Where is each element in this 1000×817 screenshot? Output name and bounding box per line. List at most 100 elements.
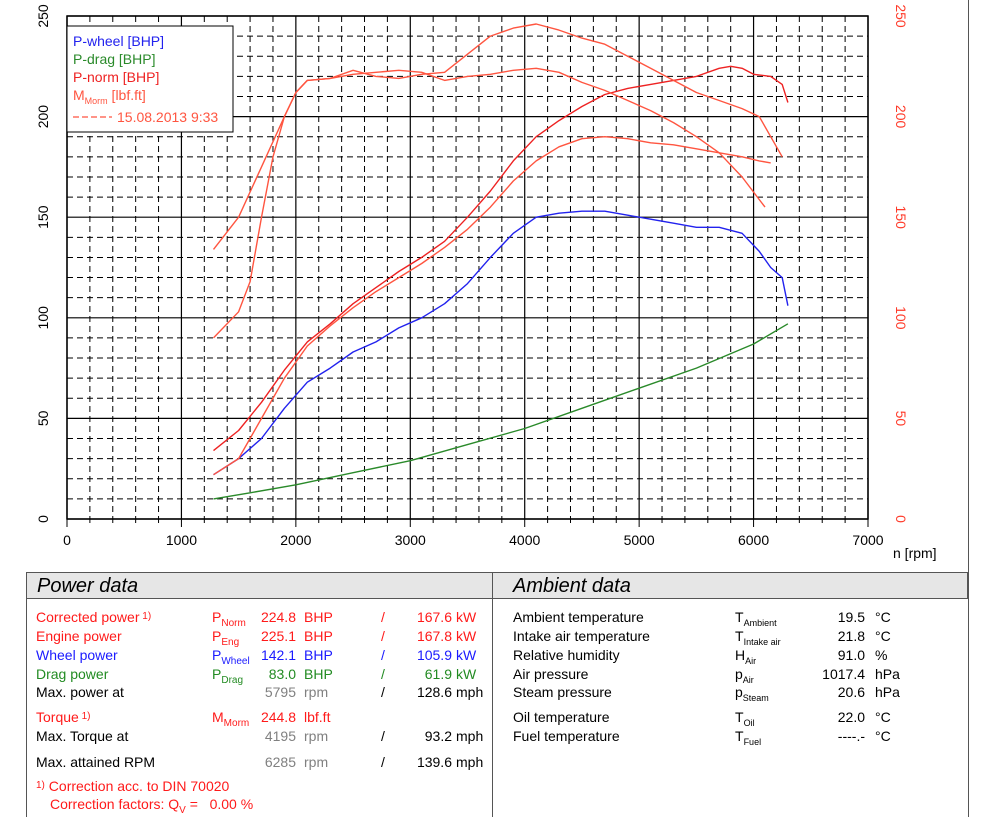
ambient-row-value: 1017.4: [822, 666, 865, 682]
power-row-value-2: 61.9: [424, 666, 452, 682]
y-tick-label: 200: [35, 105, 51, 129]
legend: P-wheel [BHP] P-drag [BHP] P-norm [BHP] MMo…: [66, 25, 234, 133]
series-line-3: [213, 65, 789, 452]
power-row-unit-2: kW: [456, 666, 477, 682]
ambient-row-unit: °C: [875, 709, 891, 725]
power-row-symbol: PNorm: [212, 609, 246, 629]
ambient-row-symbol-sub: Air: [742, 675, 754, 685]
footnote-marker: 1): [36, 780, 45, 791]
power-row-unit-2: mph: [456, 728, 484, 744]
ambient-row-value: 19.5: [837, 609, 865, 625]
ambient-row-unit: hPa: [875, 684, 900, 700]
footnote-marker: 1): [78, 711, 91, 722]
power-row-value-2: 167.8: [416, 628, 452, 644]
power-row-symbol-sub: Morm: [223, 718, 250, 729]
series-line-4: [213, 135, 771, 476]
ambient-row-symbol: TIntake air: [735, 628, 781, 647]
ambient-row-symbol: pAir: [735, 666, 754, 685]
power-row-separator: /: [381, 609, 385, 625]
ambient-row-symbol: pSteam: [735, 684, 769, 703]
x-tick-label: 5000: [624, 532, 655, 548]
ambient-row-symbol-sub: Fuel: [743, 737, 762, 747]
power-row-label: Wheel power: [36, 647, 118, 663]
power-row-unit-1: BHP: [304, 628, 333, 644]
power-row-unit-2: kW: [456, 609, 477, 625]
power-row-symbol-sub: Norm: [221, 618, 246, 629]
ambient-row-value: 20.6: [837, 684, 865, 700]
ambient-row-value: 21.8: [837, 628, 865, 644]
y2-tick-label: 250: [893, 4, 909, 28]
power-row-value-2: 167.6: [416, 609, 452, 625]
x-tick-label: 6000: [738, 532, 769, 548]
power-row-separator: /: [381, 666, 385, 682]
ambient-row-label: Steam pressure: [513, 684, 612, 700]
x-tick-label: 7000: [852, 532, 883, 548]
power-row-value-1: 83.0: [268, 666, 296, 682]
y-tick-label: 0: [35, 515, 51, 523]
power-row-separator: /: [381, 628, 385, 644]
ambient-row-value: 91.0: [837, 647, 865, 663]
legend-entry: MMorm [lbf.ft]: [73, 87, 146, 106]
panel-right-border: [968, 0, 969, 817]
ambient-row-unit: °C: [875, 628, 891, 644]
legend-entry: P-wheel [BHP]: [73, 33, 164, 49]
plot-frame: [66, 15, 869, 520]
power-row-symbol: MMorm: [212, 709, 250, 729]
power-row-value-1: 225.1: [260, 628, 296, 644]
legend-box: [66, 25, 234, 133]
ambient-row-symbol: TOil: [735, 709, 755, 728]
power-row-symbol: PEng: [212, 628, 240, 648]
power-row-unit-1: rpm: [304, 728, 329, 744]
footnote-factors-prefix: Correction factors: Q: [50, 796, 180, 812]
ambient-row-label: Ambient temperature: [513, 609, 644, 625]
power-row-value-1: 6285: [264, 754, 296, 770]
power-row-label: Drag power: [36, 666, 109, 682]
y-tick-label: 150: [35, 205, 51, 229]
x-tick-label: 3000: [395, 532, 426, 548]
ambient-row-label: Relative humidity: [513, 647, 620, 663]
power-row-unit-1: BHP: [304, 609, 333, 625]
series-line-2: [213, 323, 789, 500]
y2-tick-label: 150: [893, 206, 909, 230]
ambient-data-title: Ambient data: [492, 572, 968, 599]
power-row-value-1: 244.8: [260, 709, 296, 725]
legend-date: 15.08.2013 9:33: [117, 109, 218, 125]
ambient-row-unit: hPa: [875, 666, 900, 682]
power-row-symbol: PDrag: [212, 666, 244, 686]
x-tick-label: 1000: [166, 532, 197, 548]
power-row-label: Engine power: [36, 628, 122, 644]
power-data-title: Power data: [26, 572, 492, 599]
power-row-value-1: 5795: [264, 684, 296, 700]
power-row-value-1: 142.1: [260, 647, 296, 663]
power-row-label: Max. power at: [36, 684, 124, 700]
power-row-symbol-sub: Drag: [221, 675, 244, 686]
power-row-separator: /: [381, 728, 385, 744]
legend-entry: P-drag [BHP]: [73, 51, 155, 67]
y2-tick-label: 0: [893, 515, 909, 523]
footnote-marker: 1): [139, 611, 152, 622]
power-row-label: Max. Torque at: [36, 728, 129, 744]
y2-tick-label: 50: [893, 411, 909, 427]
ambient-row-symbol-sub: Ambient: [743, 618, 777, 628]
power-row-unit-2: mph: [456, 684, 484, 700]
y2-tick-label: 100: [893, 306, 909, 330]
series-line-6: [212, 23, 783, 339]
power-row-separator: /: [381, 647, 385, 663]
series-line-1: [213, 210, 789, 476]
power-row-value-2: 105.9: [416, 647, 452, 663]
y-tick-label: 250: [35, 4, 51, 28]
x-tick-label: 0: [63, 532, 71, 548]
footnote-text: Correction acc. to DIN 70020: [48, 778, 230, 794]
ambient-row-symbol: HAir: [735, 647, 757, 666]
power-row-unit-2: mph: [456, 754, 484, 770]
power-row-unit-1: rpm: [304, 684, 329, 700]
power-row-value-2: 128.6: [416, 684, 452, 700]
ambient-row-unit: °C: [875, 728, 891, 744]
ambient-row-unit: %: [875, 647, 888, 663]
power-row-unit-1: rpm: [304, 754, 329, 770]
power-row-separator: /: [381, 684, 385, 700]
power-row-unit-2: kW: [456, 628, 477, 644]
ambient-row-symbol-sub: Air: [745, 656, 757, 666]
